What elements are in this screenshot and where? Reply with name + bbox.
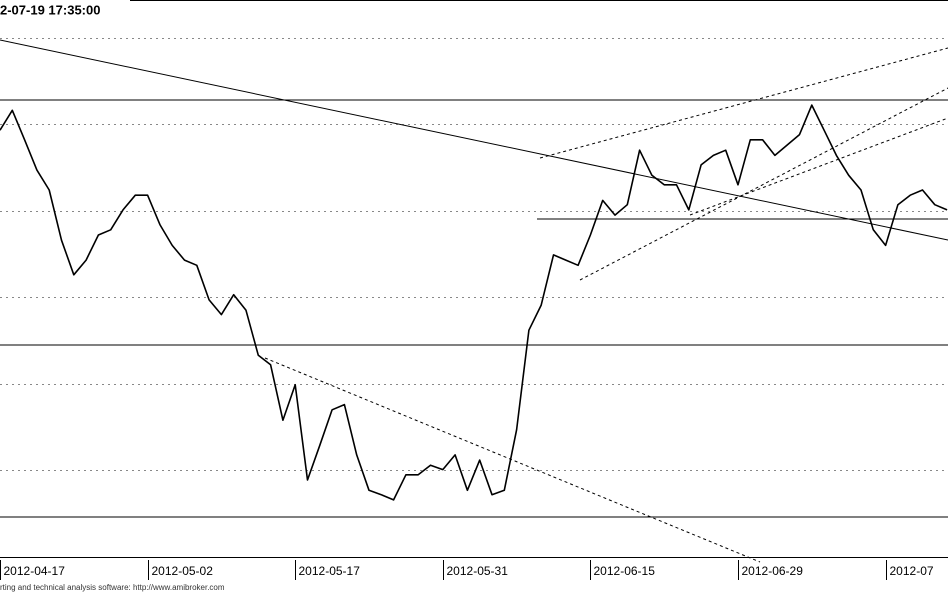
x-tick-label: 2012-04-17 <box>4 564 66 578</box>
x-tick-label: 2012-06-29 <box>742 564 804 578</box>
footer: rting and technical analysis software: h… <box>0 583 225 592</box>
x-tick-label: 2012-05-17 <box>299 564 361 578</box>
trend-line <box>539 47 948 159</box>
price-line <box>0 104 948 501</box>
x-tick-label: 2012-06-15 <box>594 564 656 578</box>
x-tick-label: 2012-07 <box>890 564 934 578</box>
trend-line <box>264 357 761 563</box>
grid <box>0 38 948 471</box>
chart-title: 2-07-19 17:35:00 <box>0 2 100 17</box>
x-tick-label: 2012-05-02 <box>152 564 214 578</box>
title-bg <box>0 0 130 20</box>
trend-line <box>689 117 948 216</box>
drawings <box>0 39 948 563</box>
trend-line <box>0 39 948 241</box>
x-tick-label: 2012-05-31 <box>447 564 509 578</box>
